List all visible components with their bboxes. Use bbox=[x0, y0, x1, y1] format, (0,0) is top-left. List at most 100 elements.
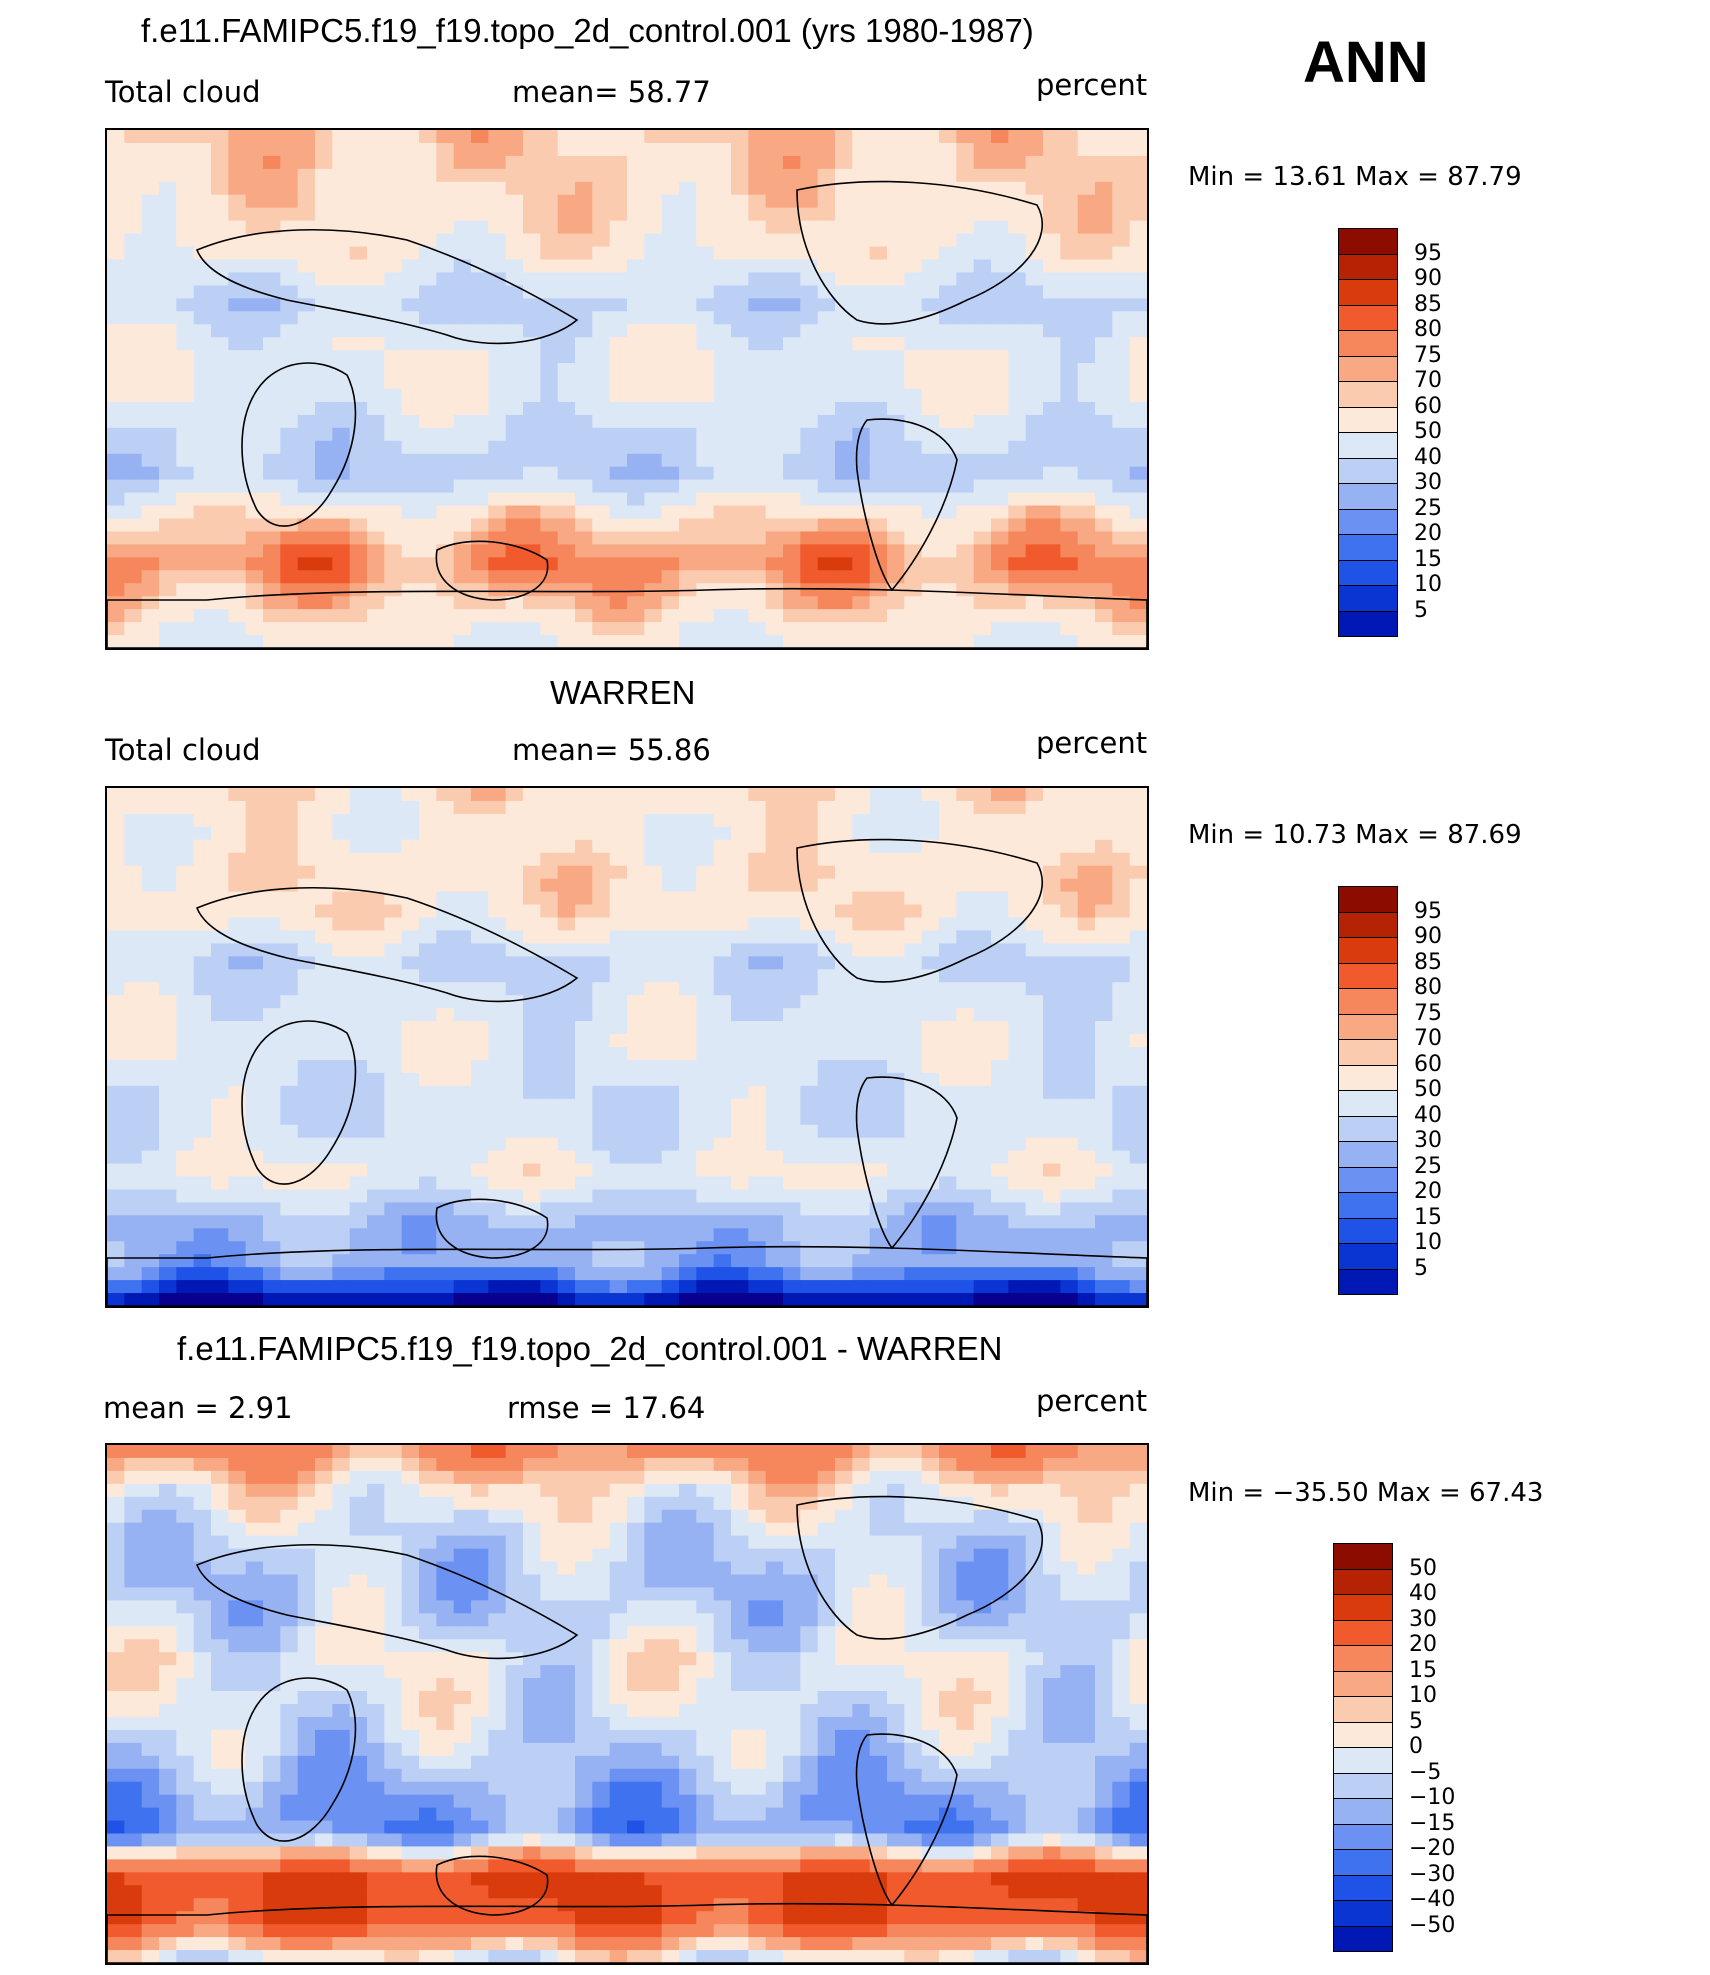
panel1-cell bbox=[107, 324, 125, 338]
panel2-cell bbox=[679, 839, 697, 854]
panel1-cell bbox=[869, 376, 888, 390]
panel1-cell bbox=[557, 142, 576, 157]
panel3-cell bbox=[973, 1445, 992, 1459]
panel1-cell bbox=[1008, 363, 1027, 377]
panel1-cell bbox=[1025, 557, 1044, 571]
panel1-cell bbox=[349, 376, 368, 390]
panel2-cell bbox=[817, 800, 836, 815]
panel1-cell bbox=[540, 194, 559, 209]
panel2-cell bbox=[973, 1021, 992, 1035]
panel3-cell bbox=[419, 1445, 437, 1459]
panel1-cell bbox=[228, 130, 247, 144]
panel2-cell bbox=[835, 1008, 853, 1022]
panel2-cell bbox=[471, 995, 489, 1009]
panel2-cell bbox=[713, 1034, 732, 1048]
panel2-cell bbox=[679, 1176, 697, 1191]
panel1-cell bbox=[679, 155, 697, 170]
panel2-cell bbox=[176, 1034, 195, 1048]
panel1-cell bbox=[1008, 479, 1027, 494]
panel2-cell bbox=[973, 1098, 992, 1113]
panel2-cell bbox=[800, 1176, 819, 1191]
panel1-cell bbox=[557, 596, 576, 610]
panel1-cell bbox=[488, 272, 507, 286]
panel2-cell bbox=[419, 1241, 437, 1255]
panel1-cell bbox=[211, 272, 229, 286]
panel2-cell bbox=[973, 917, 992, 932]
panel2-cell bbox=[956, 1124, 975, 1139]
panel1-cell bbox=[748, 492, 767, 507]
panel1-cell bbox=[280, 466, 299, 481]
panel1-cell bbox=[1129, 492, 1147, 507]
panel1-cell bbox=[817, 337, 836, 351]
panel3-cell bbox=[904, 1445, 923, 1459]
panel1-colorbar-tick-label: 75 bbox=[1414, 342, 1442, 368]
panel2-cell bbox=[904, 1280, 923, 1294]
panel1-cell bbox=[1077, 505, 1096, 520]
panel2-cell bbox=[540, 1059, 559, 1074]
panel1-cell bbox=[453, 168, 472, 183]
panel2-cell bbox=[973, 1072, 992, 1087]
panel2-cell bbox=[193, 1059, 212, 1074]
panel2-cell bbox=[176, 969, 195, 983]
panel2-cell bbox=[748, 943, 767, 957]
panel2-cell bbox=[245, 1034, 264, 1048]
panel1-cell bbox=[245, 414, 264, 429]
panel3-cell bbox=[488, 1457, 507, 1472]
panel1-cell bbox=[228, 376, 247, 390]
panel1-cell bbox=[800, 194, 819, 209]
panel1-cell bbox=[609, 363, 628, 377]
panel2-cell bbox=[263, 1215, 281, 1229]
panel1-cell bbox=[1077, 557, 1096, 571]
panel2-cell bbox=[592, 1072, 611, 1087]
panel1-cell bbox=[540, 622, 559, 636]
panel1-cell bbox=[713, 635, 732, 648]
panel2-cell bbox=[817, 1176, 836, 1191]
panel1-cell bbox=[453, 570, 472, 584]
panel1-cell bbox=[817, 531, 836, 545]
panel1-cell bbox=[1112, 401, 1131, 416]
panel1-cell bbox=[1095, 466, 1113, 481]
panel1-cell bbox=[523, 207, 541, 222]
panel1-cell bbox=[731, 298, 749, 312]
panel2-cell bbox=[661, 813, 680, 828]
panel2-cell bbox=[211, 1098, 229, 1113]
panel1-minmax-label: Min = 13.61 Max = 87.79 bbox=[1188, 162, 1522, 192]
panel2-cell bbox=[765, 1228, 784, 1242]
panel2-cell bbox=[159, 1215, 177, 1229]
panel2-cell bbox=[419, 1111, 437, 1126]
panel2-cell bbox=[748, 1137, 767, 1152]
panel2-cell bbox=[315, 1085, 333, 1100]
panel2-cell bbox=[211, 865, 229, 880]
panel2-cell bbox=[367, 956, 385, 970]
panel2-cell bbox=[401, 969, 420, 983]
panel2-cell bbox=[835, 1215, 853, 1229]
panel1-colorbar-swatch bbox=[1338, 559, 1398, 586]
panel1-cell bbox=[627, 570, 645, 584]
panel1-cell bbox=[315, 272, 333, 286]
panel2-cell bbox=[887, 1124, 905, 1139]
panel2-cell bbox=[696, 1137, 715, 1152]
panel2-cell bbox=[644, 1021, 663, 1035]
panel1-cell bbox=[609, 155, 628, 170]
panel2-cell bbox=[176, 1228, 195, 1242]
panel2-cell bbox=[800, 1280, 819, 1294]
panel2-cell bbox=[315, 1280, 333, 1294]
panel2-cell bbox=[1060, 917, 1079, 932]
panel2-cell bbox=[436, 852, 455, 867]
panel1-cell bbox=[1129, 181, 1147, 196]
panel2-cell bbox=[228, 1280, 247, 1294]
panel1-cell bbox=[835, 130, 853, 144]
panel1-cell bbox=[159, 207, 177, 222]
panel1-cell bbox=[107, 350, 125, 364]
panel1-cell bbox=[661, 440, 680, 455]
panel2-coastline bbox=[107, 1245, 1147, 1306]
panel2-cell bbox=[349, 1150, 368, 1165]
panel2-cell bbox=[1025, 1267, 1044, 1281]
panel1-cell bbox=[627, 272, 645, 286]
panel2-cell bbox=[921, 1254, 940, 1268]
panel2-cell bbox=[280, 1085, 299, 1100]
panel2-cell bbox=[1008, 1293, 1027, 1306]
panel1-cell bbox=[263, 635, 281, 648]
panel1-cell bbox=[713, 401, 732, 416]
panel1-cell bbox=[315, 635, 333, 648]
